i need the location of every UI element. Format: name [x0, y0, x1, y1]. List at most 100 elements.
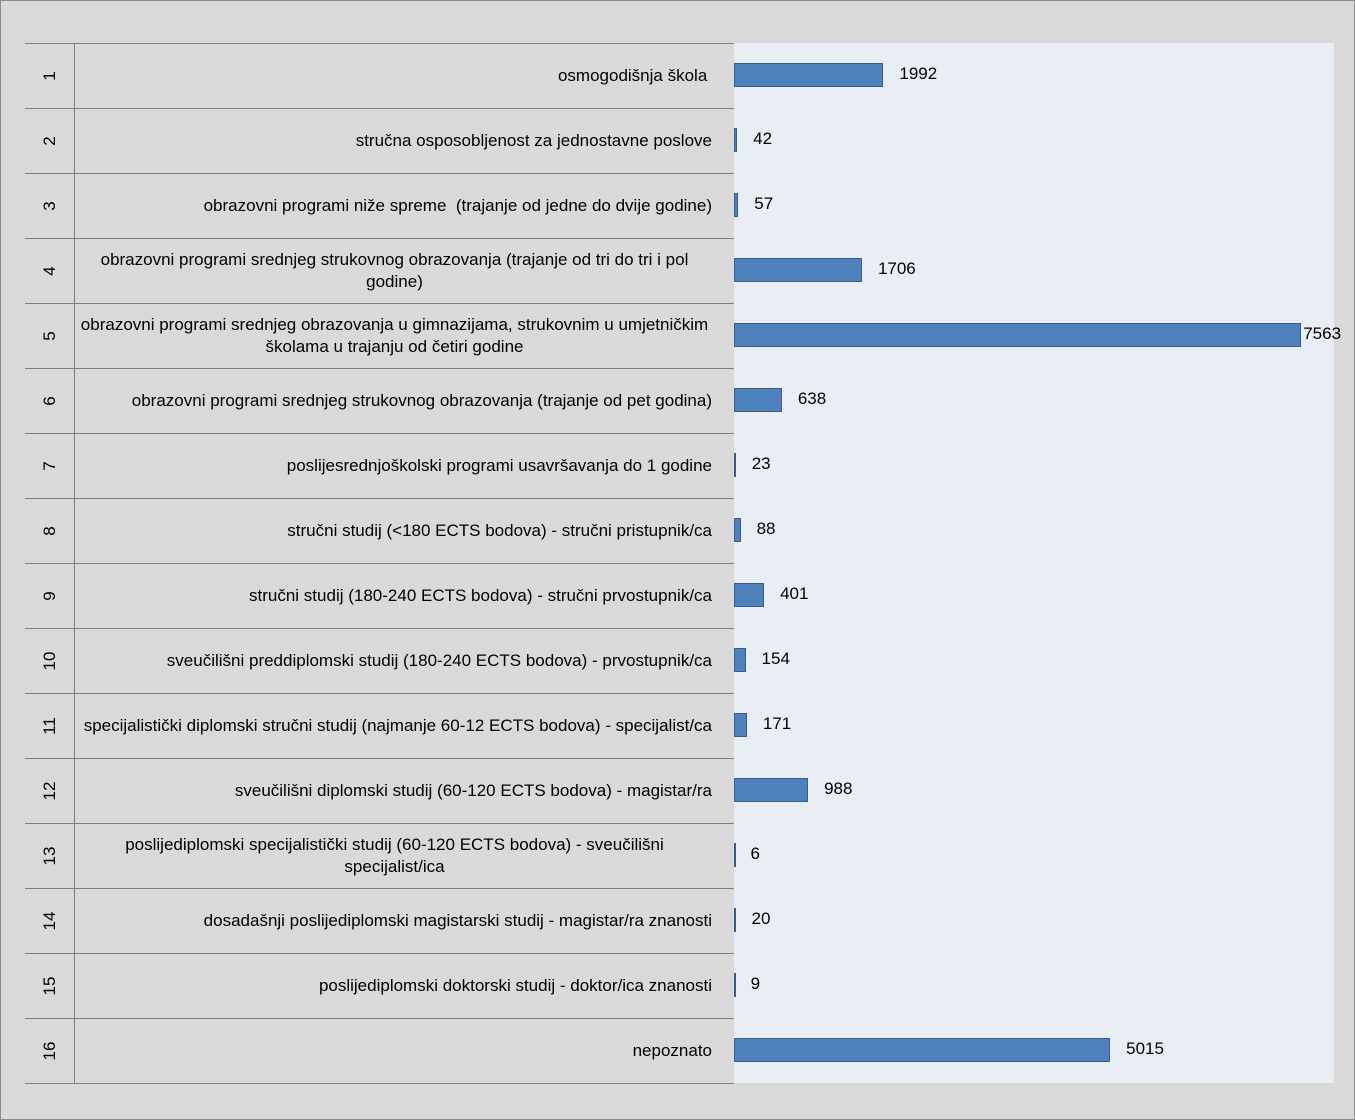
- bar: [734, 1038, 1111, 1062]
- bar: [734, 778, 809, 802]
- bar: [734, 388, 782, 412]
- category-label: obrazovni programi srednjeg strukovnog o…: [131, 391, 712, 410]
- category-label: sveučilišni preddiplomski studij (180-24…: [166, 651, 712, 670]
- category-number-cell: 5: [25, 304, 75, 369]
- category-row: 8 stručni studij (<180 ECTS bodova) - str…: [25, 498, 734, 564]
- category-number-cell: 6: [25, 369, 75, 434]
- category-label-cell: nepoznato: [77, 1019, 712, 1083]
- category-label-cell: poslijediplomski specijalistički studij …: [77, 824, 712, 888]
- category-label-cell: sveučilišni preddiplomski studij (180-24…: [77, 629, 712, 693]
- category-number: 16: [40, 1041, 59, 1061]
- category-label-cell: poslijediplomski doktorski studij - dokt…: [77, 954, 712, 1018]
- category-row: 9 stručni studij (180-240 ECTS bodova) - …: [25, 563, 734, 629]
- category-row: 6 obrazovni programi srednjeg strukovnog …: [25, 368, 734, 434]
- category-label-cell: sveučilišni diplomski studij (60-120 ECT…: [77, 759, 712, 823]
- category-number: 6: [40, 396, 59, 406]
- category-number: 9: [40, 591, 59, 601]
- bar: [734, 648, 746, 672]
- category-label: obrazovni programi srednjeg strukovnog o…: [100, 250, 694, 291]
- category-label: stručna osposobljenost za jednostavne po…: [355, 131, 712, 150]
- category-number: 7: [40, 461, 59, 471]
- category-number: 14: [40, 911, 59, 931]
- category-row: 15 poslijediplomski doktorski studij - do…: [25, 953, 734, 1019]
- category-label-cell: poslijesrednjoškolski programi usavršava…: [77, 434, 712, 498]
- category-number: 2: [40, 136, 59, 146]
- category-row: 4 obrazovni programi srednjeg strukovnog …: [25, 238, 734, 304]
- category-label-cell: obrazovni programi srednjeg strukovnog o…: [77, 369, 712, 433]
- category-number: 13: [40, 846, 59, 866]
- category-label: nepoznato: [632, 1041, 712, 1060]
- category-number: 1: [40, 71, 59, 81]
- category-number-cell: 10: [25, 629, 75, 694]
- value-label: 9: [750, 974, 761, 993]
- value-label: 171: [762, 714, 792, 733]
- category-number-cell: 16: [25, 1019, 75, 1084]
- category-number-cell: 9: [25, 564, 75, 629]
- category-label: obrazovni programi niže spreme (trajanje…: [203, 196, 712, 215]
- bar: [734, 518, 741, 542]
- category-row: 7 poslijesrednjoškolski programi usavršav…: [25, 433, 734, 499]
- value-label: 23: [751, 454, 771, 473]
- category-row: 3 obrazovni programi niže spreme (trajanj…: [25, 173, 734, 239]
- bar: [734, 63, 884, 87]
- category-number-cell: 3: [25, 174, 75, 239]
- category-label: poslijediplomski doktorski studij - dokt…: [318, 976, 712, 995]
- bar: [734, 453, 736, 477]
- category-number: 15: [40, 976, 59, 996]
- value-label: 7563: [1303, 324, 1342, 343]
- category-row: 5 obrazovni programi srednjeg obrazovanja…: [25, 303, 734, 369]
- category-label-cell: stručni studij (<180 ECTS bodova) - stru…: [77, 499, 712, 563]
- bar: [734, 713, 747, 737]
- category-number: 8: [40, 526, 59, 536]
- bar: [734, 323, 1302, 347]
- category-number-cell: 15: [25, 954, 75, 1019]
- value-label: 154: [761, 649, 790, 668]
- category-row: 2 stručna osposobljenost za jednostavne p…: [25, 108, 734, 174]
- category-number: 11: [40, 717, 59, 735]
- category-number: 12: [40, 781, 59, 801]
- category-label-cell: osmogodišnja škola: [77, 44, 712, 108]
- category-number-cell: 7: [25, 434, 75, 499]
- category-number: 3: [40, 201, 59, 211]
- value-label: 1992: [899, 64, 938, 83]
- category-label-cell: obrazovni programi srednjeg obrazovanja …: [77, 304, 712, 368]
- bar: [734, 193, 739, 217]
- category-number-cell: 8: [25, 499, 75, 564]
- category-number-cell: 4: [25, 239, 75, 304]
- category-label: dosadašnji poslijediplomski magistarski …: [203, 911, 712, 930]
- category-label: stručni studij (<180 ECTS bodova) - stru…: [287, 521, 712, 540]
- category-label: stručni studij (180-240 ECTS bodova) - s…: [249, 586, 712, 605]
- value-label: 638: [797, 389, 827, 408]
- category-row: 11 specijalistički diplomski stručni stud…: [25, 693, 734, 759]
- bar: [734, 583, 765, 607]
- bar: [734, 908, 736, 932]
- value-label: 42: [753, 129, 773, 148]
- table-bottom-border: [25, 1083, 734, 1084]
- bar: [734, 973, 736, 997]
- category-label: poslijesrednjoškolski programi usavršava…: [286, 456, 712, 475]
- category-label: poslijediplomski specijalistički studij …: [125, 835, 669, 876]
- category-number: 5: [40, 331, 59, 341]
- category-number: 10: [40, 651, 59, 671]
- bar: [734, 843, 736, 867]
- category-row: 1 osmogodišnja škola: [25, 43, 734, 109]
- category-label: osmogodišnja škola: [557, 66, 712, 85]
- category-label: sveučilišni diplomski studij (60-120 ECT…: [234, 781, 712, 800]
- category-row: 12 sveučilišni diplomski studij (60-120 E…: [25, 758, 734, 824]
- category-row: 13 poslijediplomski specijalistički studi…: [25, 823, 734, 889]
- category-label-cell: obrazovni programi srednjeg strukovnog o…: [77, 239, 712, 303]
- category-number-cell: 14: [25, 889, 75, 954]
- value-label: 5015: [1126, 1039, 1164, 1058]
- value-label: 57: [754, 194, 774, 213]
- bar: [734, 128, 738, 152]
- category-row: 10 sveučilišni preddiplomski studij (180-…: [25, 628, 734, 694]
- category-number-cell: 13: [25, 824, 75, 889]
- plot-area: [734, 43, 1334, 1083]
- category-label-cell: stručna osposobljenost za jednostavne po…: [77, 109, 712, 173]
- category-label-cell: obrazovni programi niže spreme (trajanje…: [77, 174, 712, 238]
- value-label: 988: [824, 779, 853, 798]
- category-label: obrazovni programi srednjeg obrazovanja …: [80, 315, 713, 356]
- category-label-cell: dosadašnji poslijediplomski magistarski …: [77, 889, 712, 953]
